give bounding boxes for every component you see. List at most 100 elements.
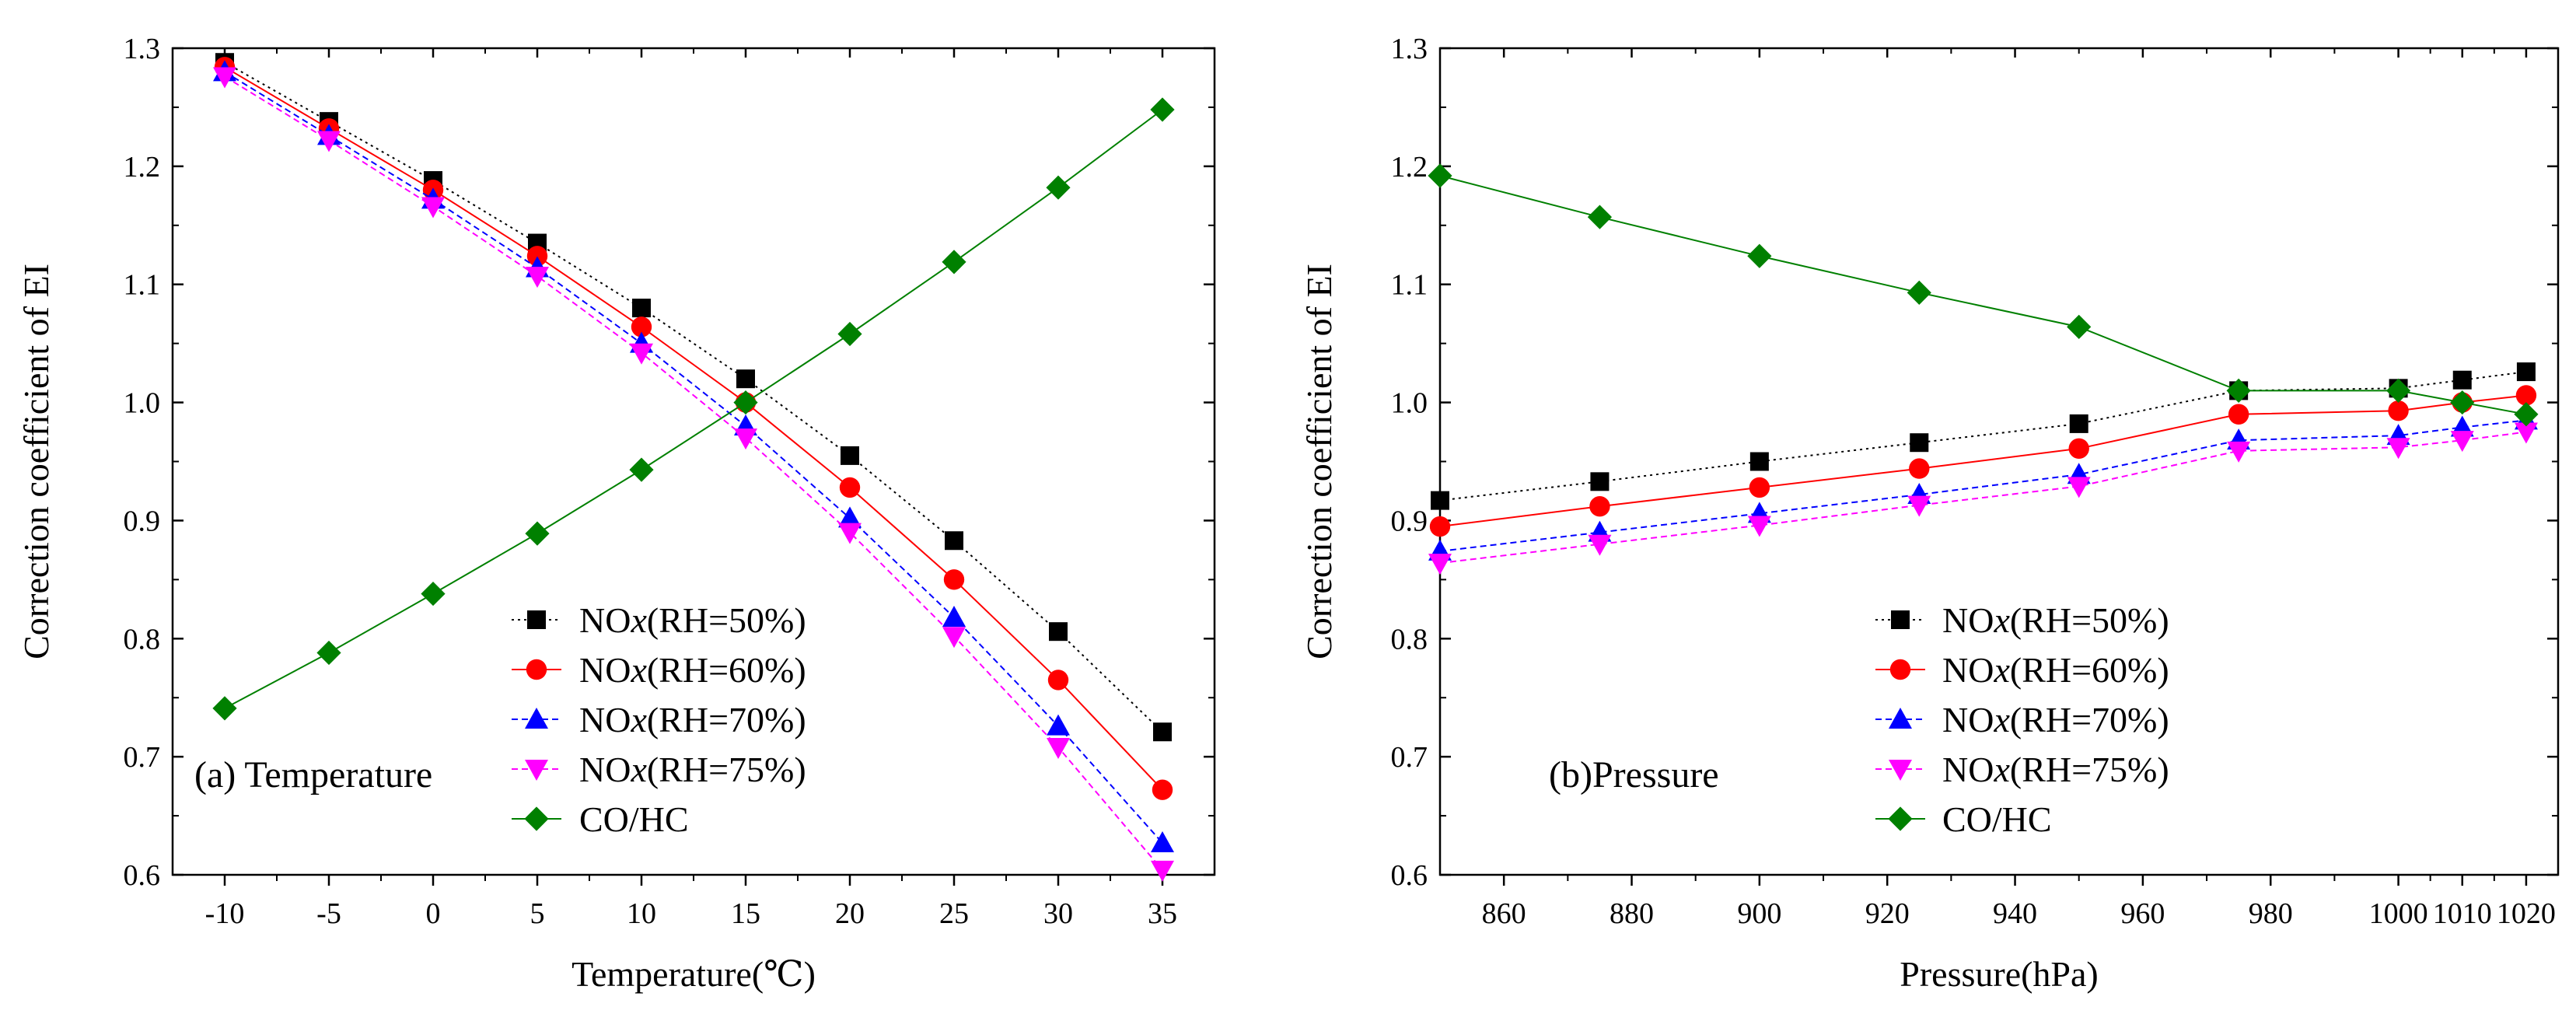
x-tick-label: 20 bbox=[835, 897, 865, 930]
legend-label-italic: x bbox=[1993, 750, 2010, 789]
legend-entry-4: CO/HC bbox=[1875, 799, 2052, 839]
y-tick-label: 1.3 bbox=[1391, 33, 1428, 65]
data-point bbox=[2386, 378, 2411, 403]
legend-label-prefix: NO bbox=[1942, 750, 1994, 789]
x-axis-ticks: 860 880 900 920 940 960 980 1000 1010 1020 bbox=[1482, 48, 2556, 930]
data-point bbox=[942, 605, 966, 627]
data-point bbox=[2450, 431, 2474, 453]
series-4 bbox=[1428, 163, 2539, 427]
legend-label: NOx(RH=70%) bbox=[1942, 700, 2169, 740]
panel-label: (a) Temperature bbox=[194, 754, 432, 795]
data-point bbox=[2067, 314, 2092, 339]
data-point bbox=[1749, 452, 1769, 471]
data-point bbox=[629, 457, 654, 482]
legend-label-italic: x bbox=[630, 650, 647, 690]
data-point bbox=[2386, 438, 2410, 460]
data-point bbox=[421, 581, 446, 607]
y-tick-label: 0.6 bbox=[1391, 859, 1428, 892]
legend-label-italic: x bbox=[1993, 650, 2010, 690]
data-point bbox=[1747, 243, 1772, 268]
legend-label-prefix: NO bbox=[579, 700, 631, 740]
legend-label-suffix: (RH=60%) bbox=[647, 650, 806, 690]
legend-label-prefix: CO/HC bbox=[1942, 799, 2052, 839]
data-point bbox=[631, 316, 652, 337]
legend-label-italic: x bbox=[630, 700, 647, 740]
legend-label-prefix: NO bbox=[579, 650, 631, 690]
legend-marker bbox=[1889, 760, 1912, 781]
x-tick-label: 15 bbox=[731, 897, 760, 930]
y-axis-title: Correction coefficient of EI bbox=[1299, 264, 1339, 659]
chart-panel-pressure: 0.6 0.7 0.8 0.9 1.0 1.1 1.2 1.3 860 880 900 920 940 9… bbox=[1299, 33, 2560, 994]
series-line bbox=[224, 66, 1163, 791]
series-3 bbox=[213, 67, 1174, 882]
data-point bbox=[213, 67, 236, 89]
series-line bbox=[1439, 419, 2527, 552]
legend-marker bbox=[526, 659, 547, 680]
legend-label-prefix: NO bbox=[1942, 700, 1994, 740]
data-point bbox=[2227, 441, 2251, 463]
data-point bbox=[1049, 622, 1068, 642]
series-line bbox=[224, 109, 1163, 709]
data-point bbox=[838, 506, 862, 528]
data-point bbox=[736, 369, 755, 389]
legend-label-prefix: NO bbox=[579, 600, 631, 640]
legend-entry-3: NOx(RH=75%) bbox=[512, 750, 806, 789]
x-tick-label: 5 bbox=[530, 897, 545, 930]
chart-panel-temperature: 0.6 0.7 0.8 0.9 1.0 1.1 1.2 1.3 -10 -5 0 5 10 15 20 25 3… bbox=[16, 33, 1216, 994]
x-tick-label: 30 bbox=[1043, 897, 1073, 930]
legend-label-suffix: (RH=75%) bbox=[2010, 750, 2169, 789]
data-point bbox=[1588, 534, 1612, 556]
legend-label-suffix: (RH=50%) bbox=[2010, 600, 2169, 640]
y-axis-ticks: 0.6 0.7 0.8 0.9 1.0 1.1 1.2 1.3 bbox=[124, 33, 1215, 892]
legend-marker bbox=[525, 760, 548, 781]
x-tick-label: 1020 bbox=[2497, 897, 2556, 930]
data-point bbox=[1907, 495, 1931, 517]
x-tick-label: 940 bbox=[1993, 897, 2037, 930]
y-axis-ticks: 0.6 0.7 0.8 0.9 1.0 1.1 1.2 1.3 bbox=[1391, 33, 2558, 892]
legend-entry-2: NOx(RH=70%) bbox=[512, 700, 806, 740]
legend-label-suffix: (RH=60%) bbox=[2010, 650, 2169, 690]
data-point bbox=[1152, 779, 1173, 800]
data-point bbox=[630, 343, 653, 365]
series-line bbox=[1439, 431, 2527, 565]
legend-label-italic: x bbox=[1993, 700, 2010, 740]
x-tick-label: -10 bbox=[205, 897, 245, 930]
legend-marker bbox=[1891, 610, 1910, 629]
y-tick-label: 0.7 bbox=[124, 741, 161, 774]
x-tick-label: -5 bbox=[316, 897, 341, 930]
legend-marker bbox=[525, 708, 548, 729]
y-tick-label: 1.1 bbox=[1391, 269, 1428, 302]
data-point bbox=[945, 531, 963, 551]
legend-label: CO/HC bbox=[579, 799, 689, 839]
y-tick-label: 1.2 bbox=[124, 151, 161, 184]
data-point bbox=[526, 267, 549, 288]
legend-label: NOx(RH=70%) bbox=[579, 700, 806, 740]
legend-entry-1: NOx(RH=60%) bbox=[1875, 650, 2169, 690]
legend-entry-3: NOx(RH=75%) bbox=[1875, 750, 2169, 789]
legend-marker bbox=[527, 610, 546, 629]
y-tick-label: 1.3 bbox=[124, 33, 161, 65]
data-point bbox=[942, 627, 966, 649]
data-point bbox=[2388, 400, 2409, 421]
x-axis-ticks: -10 -5 0 5 10 15 20 25 30 35 bbox=[205, 48, 1177, 930]
y-tick-label: 0.7 bbox=[1391, 741, 1428, 774]
legend-label-suffix: (RH=50%) bbox=[647, 600, 806, 640]
legend: NOx(RH=50%)NOx(RH=60%)NOx(RH=70%)NOx(RH=… bbox=[512, 600, 806, 839]
legend-marker bbox=[1889, 659, 1911, 680]
data-point bbox=[1151, 830, 1174, 852]
data-point bbox=[943, 569, 965, 590]
legend-label-suffix: (RH=70%) bbox=[647, 700, 806, 740]
x-tick-label: 900 bbox=[1737, 897, 1781, 930]
data-point bbox=[1431, 491, 1449, 510]
x-tick-label: 0 bbox=[426, 897, 441, 930]
series-line bbox=[224, 71, 1163, 844]
data-point bbox=[2068, 438, 2089, 459]
legend-entry-0: NOx(RH=50%) bbox=[512, 600, 806, 640]
legend-label: NOx(RH=60%) bbox=[579, 650, 806, 690]
data-point bbox=[1907, 280, 1931, 305]
data-point bbox=[837, 321, 862, 347]
x-tick-label: 980 bbox=[2249, 897, 2293, 930]
data-point bbox=[2228, 404, 2249, 425]
